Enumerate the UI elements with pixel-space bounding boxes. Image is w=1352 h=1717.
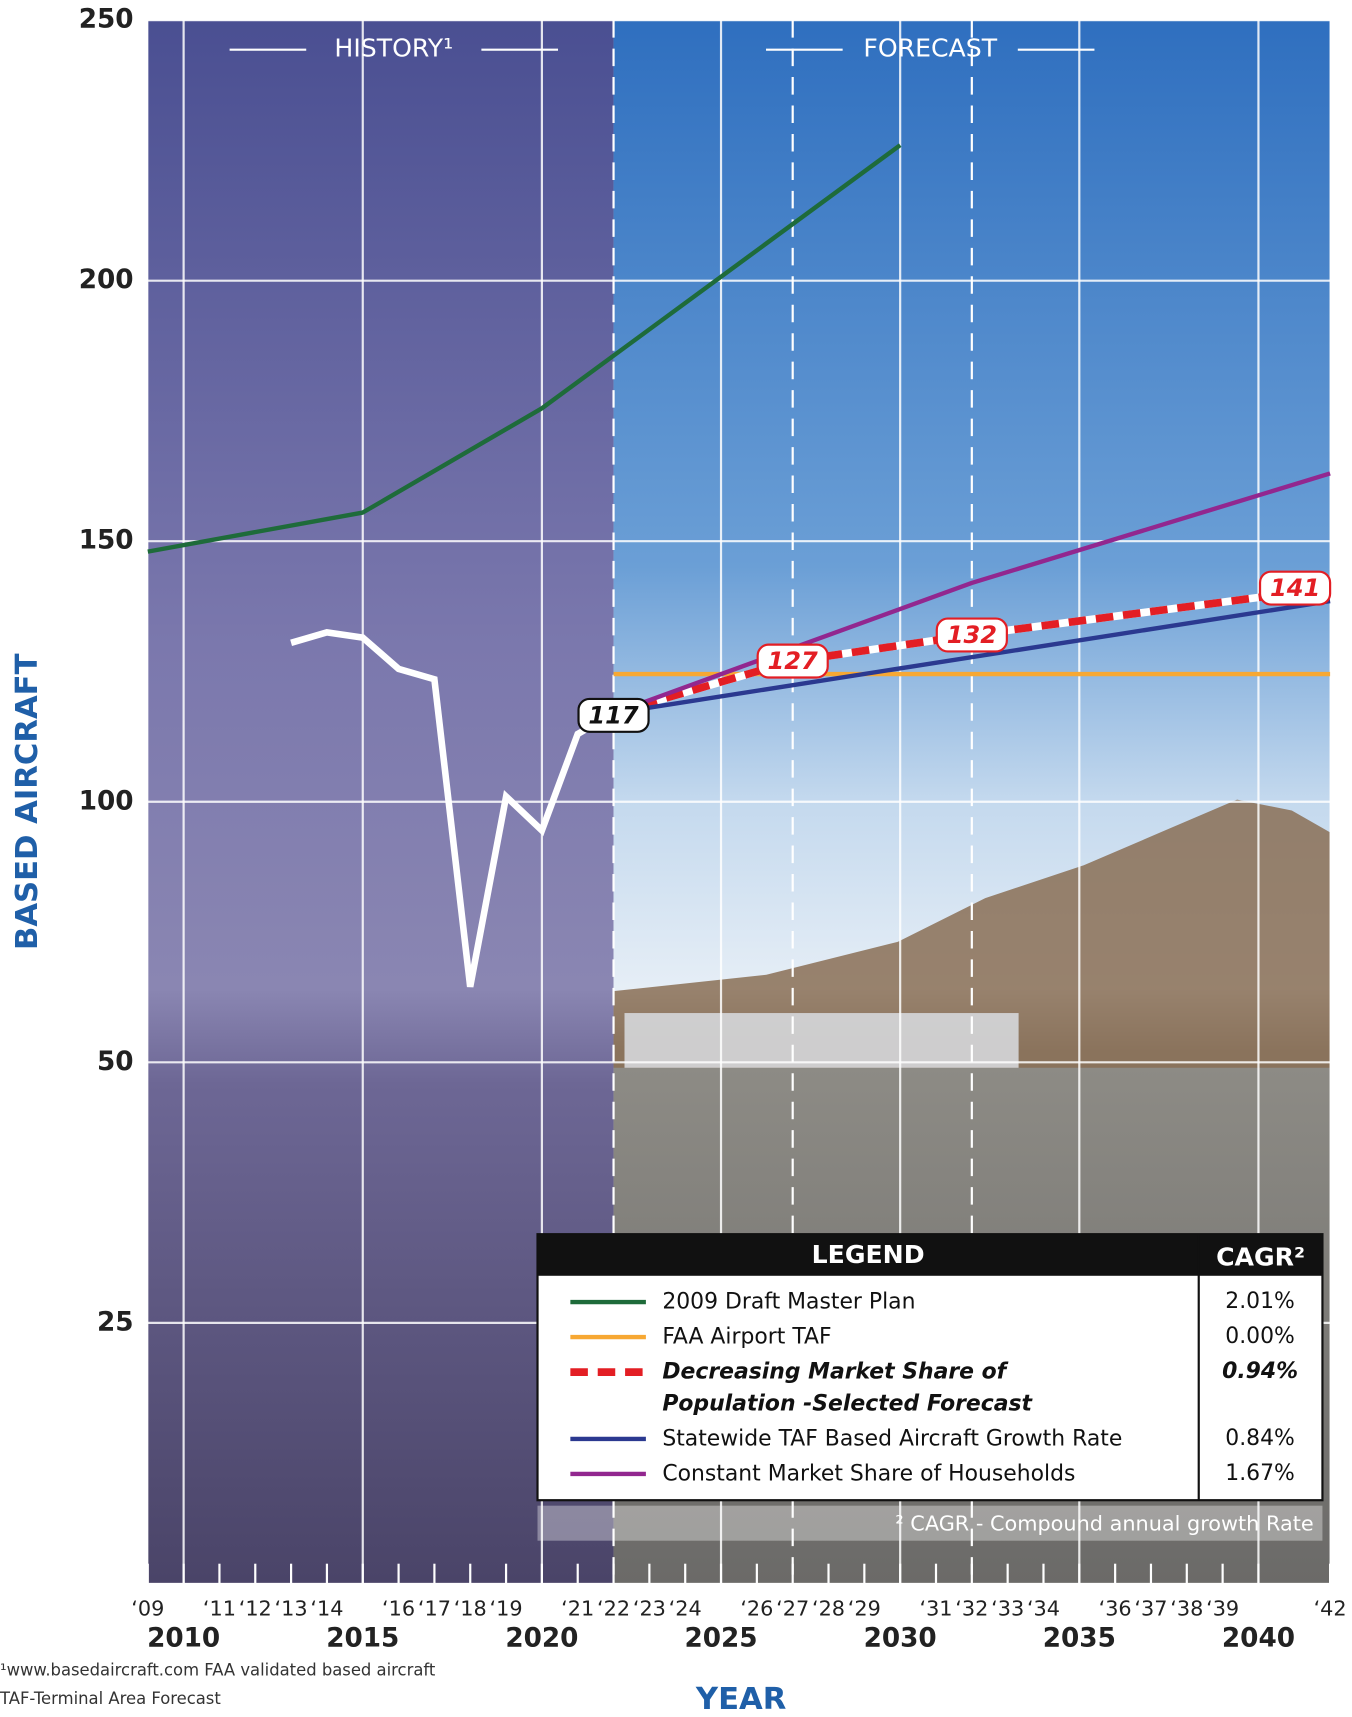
footnote: ¹www.basedaircraft.com FAA validated bas… [0, 1660, 436, 1679]
legend-label: Statewide TAF Based Aircraft Growth Rate [662, 1422, 1133, 1454]
y-tick-label: 250 [79, 5, 134, 35]
x-minor-tick-label: ‘22 [597, 1597, 630, 1621]
legend-note: ² CAGR - Compound annual growth Rate [895, 1511, 1313, 1535]
legend-entry: FAA Airport TAF [662, 1321, 1177, 1353]
legend-value: 2.01% [1225, 1289, 1295, 1314]
legend-entry: Decreasing Market Share of Population -S… [662, 1356, 1177, 1419]
x-minor-tick-label: ‘36 [1099, 1597, 1132, 1621]
legend-value-title: CAGR² [1216, 1242, 1305, 1271]
legend-label: 2009 Draft Master Plan [662, 1286, 1133, 1318]
x-minor-tick-label: ‘21 [561, 1597, 594, 1621]
x-minor-tick-label: ‘42 [1314, 1597, 1347, 1621]
x-minor-tick-label: ‘39 [1206, 1597, 1239, 1621]
x-tick-label: 2040 [1222, 1624, 1295, 1654]
legend-title: LEGEND [812, 1240, 925, 1269]
data-label: 141 [1270, 574, 1320, 602]
x-minor-tick-label: ‘18 [454, 1597, 487, 1621]
legend-label: Constant Market Share of Households [662, 1458, 1133, 1490]
x-minor-tick-label: ‘29 [848, 1597, 881, 1621]
chart: BASED AIRCRAFT YEAR 25 50 100 150 200 250 2010… [0, 0, 1352, 1713]
x-minor-tick-label: ‘24 [669, 1597, 702, 1621]
x-minor-tick-label: ‘38 [1170, 1597, 1203, 1621]
x-minor-tick-label: ‘28 [812, 1597, 845, 1621]
y-tick-label: 100 [79, 786, 134, 816]
x-minor-tick-label: ‘19 [490, 1597, 523, 1621]
footnote: TAF-Terminal Area Forecast [0, 1689, 221, 1708]
legend-label: Decreasing Market Share of Population -S… [662, 1356, 1133, 1419]
data-label: 127 [768, 647, 819, 675]
x-minor-tick-label: ‘17 [418, 1597, 451, 1621]
x-minor-tick-label: ‘37 [1134, 1597, 1167, 1621]
legend-value: 1.67% [1225, 1461, 1295, 1486]
legend-value: 0.84% [1225, 1426, 1295, 1451]
y-tick-label: 25 [97, 1307, 134, 1337]
x-tick-label: 2015 [326, 1624, 399, 1654]
x-tick-label: 2030 [864, 1624, 937, 1654]
x-minor-tick-label: ‘31 [919, 1597, 952, 1621]
x-minor-tick-label: ‘23 [633, 1597, 666, 1621]
data-label: 132 [947, 621, 997, 649]
buildings [624, 1013, 1018, 1068]
x-minor-tick-label: ‘11 [203, 1597, 236, 1621]
legend-header [538, 1234, 1323, 1276]
legend-value: 0.94% [1222, 1359, 1298, 1384]
x-minor-tick-label: ‘09 [131, 1597, 164, 1621]
y-tick-label: 150 [79, 526, 134, 556]
x-tick-label: 2025 [684, 1624, 757, 1654]
y-tick-label: 50 [97, 1047, 134, 1077]
x-minor-tick-label: ‘13 [275, 1597, 308, 1621]
legend-entry: 2009 Draft Master Plan [662, 1286, 1177, 1318]
period-label: HISTORY¹ [334, 34, 453, 63]
legend-value: 0.00% [1225, 1324, 1295, 1349]
x-tick-label: 2020 [505, 1624, 578, 1654]
x-tick-label: 2035 [1043, 1624, 1116, 1654]
x-axis-title: YEAR [695, 1682, 786, 1713]
x-minor-tick-label: ‘16 [382, 1597, 415, 1621]
x-minor-tick-label: ‘33 [991, 1597, 1024, 1621]
x-minor-tick-label: ‘27 [776, 1597, 809, 1621]
x-minor-tick-label: ‘34 [1027, 1597, 1060, 1621]
x-minor-tick-label: ‘26 [740, 1597, 773, 1621]
period-label: FORECAST [863, 34, 997, 63]
x-minor-tick-label: ‘14 [310, 1597, 343, 1621]
data-label: 117 [588, 701, 639, 729]
x-minor-tick-label: ‘32 [955, 1597, 988, 1621]
x-minor-tick-label: ‘12 [239, 1597, 272, 1621]
legend-entry: Constant Market Share of Households [662, 1458, 1177, 1490]
y-tick-label: 200 [79, 265, 134, 295]
legend-entry: Statewide TAF Based Aircraft Growth Rate [662, 1422, 1177, 1454]
x-tick-label: 2010 [147, 1624, 220, 1654]
legend-label: FAA Airport TAF [662, 1321, 1133, 1353]
y-axis-title: BASED AIRCRAFT [10, 653, 45, 950]
